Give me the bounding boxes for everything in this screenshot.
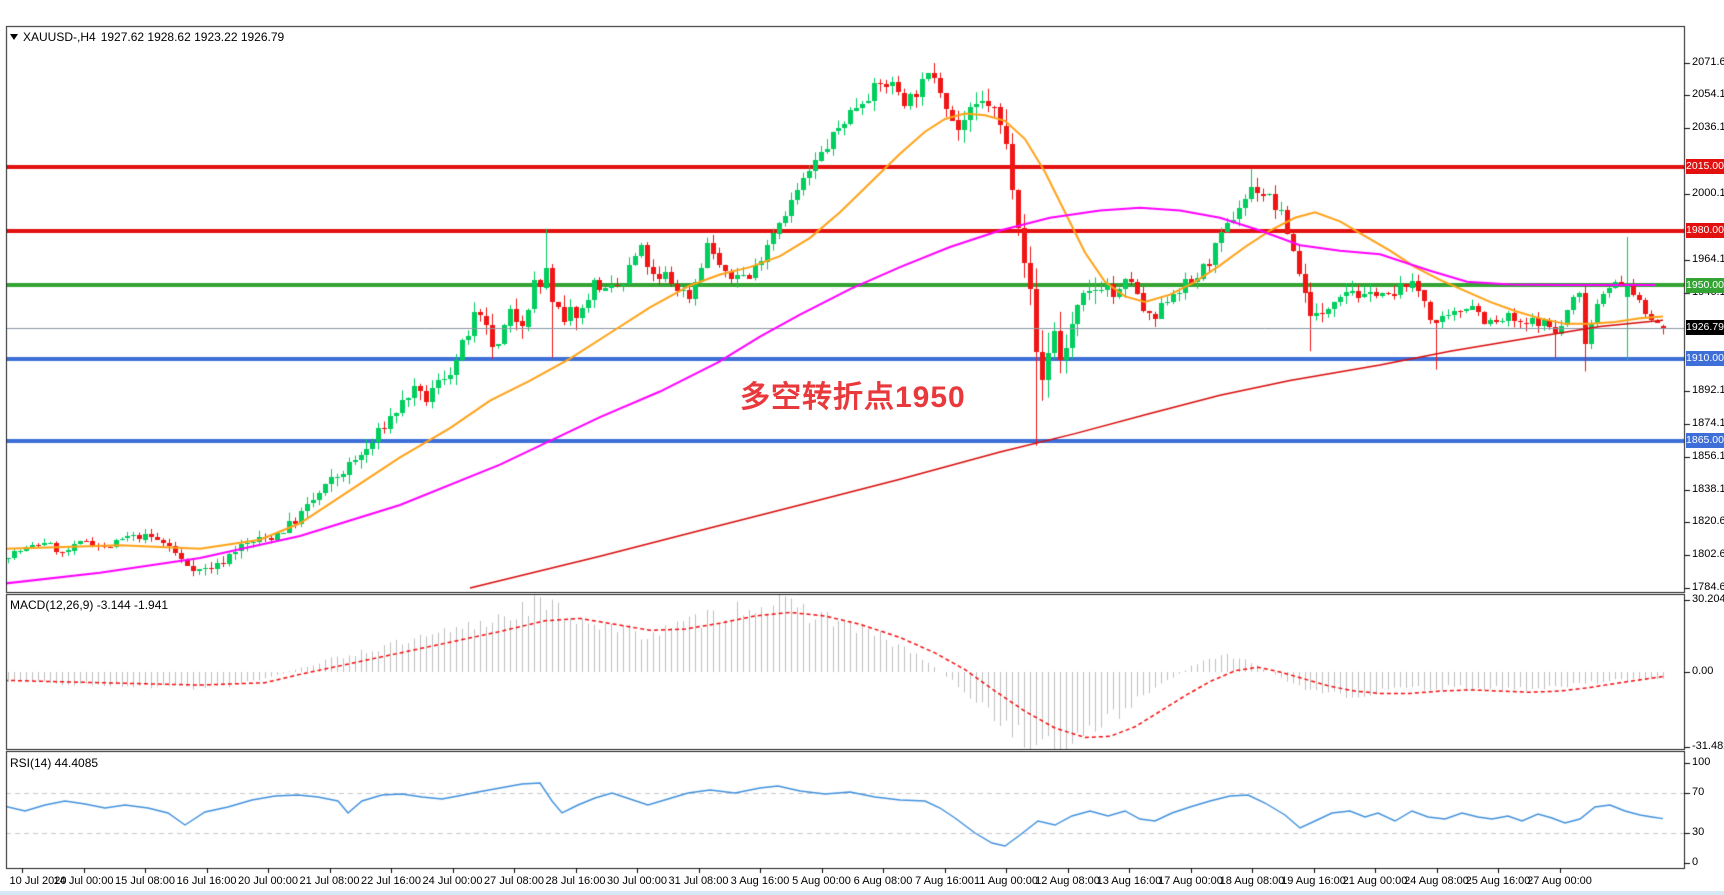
current-price-badge: 1926.79: [1686, 320, 1724, 336]
date-tick-label: 30 Jul 00:00: [607, 875, 667, 887]
price-level-badge: 1950.00: [1686, 277, 1724, 293]
date-tick-label: 15 Jul 08:00: [115, 875, 175, 887]
price-tick-label: 1892.10: [1692, 384, 1724, 397]
price-tick-label: 1874.10: [1692, 417, 1724, 430]
price-tick-label: 2071.60: [1692, 56, 1724, 68]
price-level-badge: 1910.00: [1686, 351, 1724, 367]
price-tick-label: 1964.10: [1692, 252, 1724, 265]
date-tick-label: 10 Jul 2020: [9, 875, 67, 887]
date-tick-label: 12 Aug 08:00: [1035, 875, 1100, 887]
date-tick-label: 21 Aug 00:00: [1342, 875, 1408, 887]
date-tick-label: 31 Jul 08:00: [668, 875, 729, 887]
chart-annotation-text: 多空转折点1950: [740, 381, 966, 414]
date-tick-label: 28 Jul 16:00: [545, 875, 606, 887]
price-tick-label: 1856.10: [1692, 450, 1724, 463]
chart-title: XAUUSD-,H4 1927.62 1928.62 1923.22 1926.…: [10, 30, 284, 44]
date-tick-label: 6 Aug 08:00: [853, 875, 913, 887]
macd-tick-label: -31.482: [1692, 740, 1724, 753]
date-tick-label: 11 Aug 00:00: [973, 875, 1039, 887]
price-tick-label: 1784.60: [1692, 581, 1724, 593]
date-tick-label: 14 Jul 00:00: [53, 875, 114, 887]
chart-symbol-label: XAUUSD-,H4: [23, 30, 96, 44]
rsi-tick-label: 0: [1692, 856, 1699, 868]
chart-ohlc-values: 1927.62 1928.62 1923.22 1926.79: [100, 30, 285, 44]
price-tick-label: 2000.10: [1692, 186, 1724, 199]
rsi-indicator-label: RSI(14) 44.4085: [10, 756, 99, 770]
date-tick-label: 13 Aug 16:00: [1096, 875, 1162, 887]
macd-tick-label: 0.00: [1692, 665, 1714, 677]
price-tick-label: 1802.60: [1692, 548, 1724, 561]
date-tick-label: 19 Aug 16:00: [1281, 875, 1346, 887]
date-tick-label: 16 Jul 16:00: [176, 875, 237, 887]
rsi-tick-label: 70: [1692, 786, 1705, 798]
macd-tick-label: 30.204: [1692, 593, 1724, 606]
price-tick-label: 2036.10: [1692, 120, 1724, 133]
date-tick-label: 25 Aug 16:00: [1465, 875, 1531, 887]
price-tick-label: 1820.60: [1692, 515, 1724, 528]
date-tick-label: 17 Aug 00:00: [1158, 875, 1223, 887]
date-tick-label: 21 Jul 08:00: [299, 875, 360, 887]
date-tick-label: 5 Aug 00:00: [792, 875, 851, 887]
date-tick-label: 7 Aug 16:00: [915, 875, 974, 887]
date-tick-label: 22 Jul 16:00: [361, 875, 421, 887]
bottom-scroll-strip[interactable]: [0, 891, 1724, 895]
price-level-badge: 2015.00: [1686, 159, 1724, 175]
date-tick-label: 20 Jul 00:00: [238, 875, 298, 887]
date-tick-label: 24 Jul 00:00: [422, 875, 483, 887]
price-tick-label: 1838.10: [1692, 483, 1724, 496]
date-tick-label: 27 Jul 08:00: [484, 875, 544, 887]
rsi-tick-label: 30: [1692, 826, 1705, 838]
price-tick-label: 2054.10: [1692, 88, 1724, 100]
date-tick-label: 24 Aug 08:00: [1404, 875, 1469, 887]
price-level-badge: 1980.00: [1686, 223, 1724, 239]
price-level-badge: 1865.00: [1686, 433, 1724, 449]
rsi-tick-label: 100: [1692, 756, 1711, 768]
macd-indicator-label: MACD(12,26,9) -3.144 -1.941: [10, 598, 169, 612]
date-tick-label: 3 Aug 16:00: [730, 875, 790, 887]
date-tick-label: 18 Aug 08:00: [1219, 875, 1285, 887]
chart-collapse-icon[interactable]: [10, 34, 18, 40]
date-tick-label: 27 Aug 00:00: [1527, 875, 1592, 887]
